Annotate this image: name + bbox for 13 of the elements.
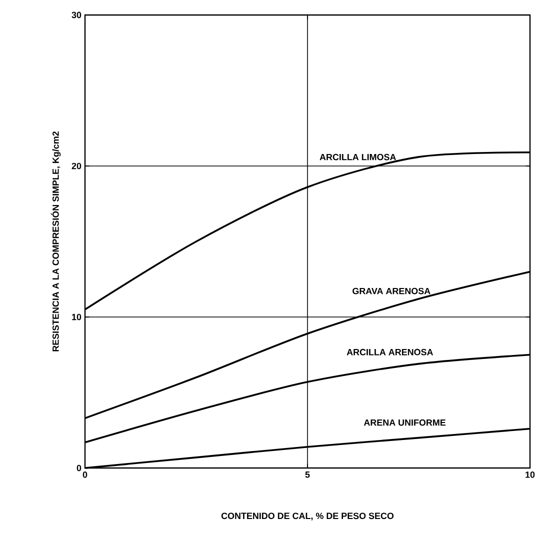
series-label: ARENA UNIFORME <box>364 419 446 426</box>
y-tick-label: 20 <box>72 162 82 170</box>
y-tick-label: 10 <box>72 314 82 320</box>
series-label: GRAVA ARENOSA <box>352 288 430 294</box>
series-label: ARCILLA ARENOSA <box>346 348 433 356</box>
y-axis-title: RESISTENCIA A LA COMPRESIÓN SIMPLE, Kg/cm2 <box>50 132 61 352</box>
x-axis-title: CONTENIDO DE CAL, % DE PESO SECO <box>221 512 394 520</box>
x-tick-label: 10 <box>526 472 535 478</box>
x-tick-label: 0 <box>82 472 88 478</box>
y-tick-label: 30 <box>72 12 82 18</box>
series-label: ARCILLA LIMOSA <box>320 154 396 160</box>
x-tick-label: 5 <box>305 472 310 478</box>
y-tick-label: 0 <box>76 464 82 472</box>
